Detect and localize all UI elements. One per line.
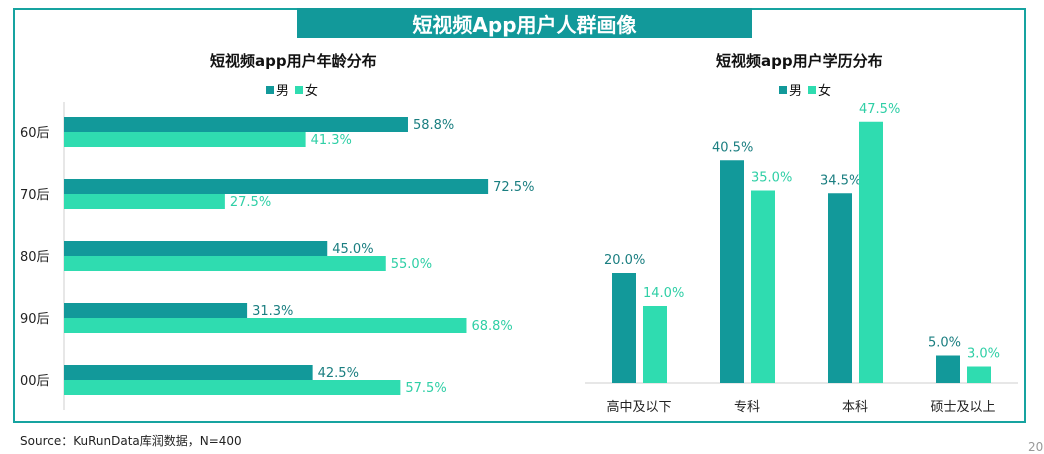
edu-label-male: 5.0% — [928, 336, 961, 351]
edu-chart-title: 短视频app用户学历分布 — [716, 52, 883, 70]
age-bar-male — [64, 117, 408, 132]
age-chart-title: 短视频app用户年龄分布 — [210, 52, 377, 70]
legend-female: 女 — [295, 80, 318, 99]
edu-bar-female — [643, 306, 667, 383]
age-category-label: 90后 — [20, 312, 50, 327]
edu-label-female: 3.0% — [967, 347, 1000, 362]
page-number: 20 — [1028, 440, 1044, 454]
legend-male: 男 — [266, 80, 289, 99]
edu-label-male: 34.5% — [820, 173, 861, 188]
age-bar-male — [64, 179, 489, 194]
edu-category-label: 本科 — [842, 400, 868, 415]
age-label-female: 41.3% — [311, 133, 352, 148]
edu-bar-female — [751, 190, 775, 383]
age-bar-female — [64, 380, 401, 395]
edu-label-female: 47.5% — [859, 102, 900, 117]
age-label-male: 72.5% — [493, 180, 534, 195]
age-label-female: 57.5% — [405, 381, 446, 396]
legend-male: 男 — [779, 80, 802, 99]
age-bar-male — [64, 303, 248, 318]
legend-male-swatch — [266, 85, 274, 94]
legend-female-swatch — [295, 85, 304, 94]
age-bar-male — [64, 365, 313, 380]
banner-title: 短视频App用户人群画像 — [297, 8, 752, 38]
age-label-female: 68.8% — [471, 319, 512, 334]
edu-bar-male — [828, 193, 852, 383]
age-category-label: 80后 — [20, 250, 50, 265]
legend-female-label: 女 — [305, 84, 319, 99]
legend-female-swatch — [808, 85, 817, 94]
age-chart-legend: 男 女 — [266, 80, 318, 99]
age-bar-female — [64, 318, 467, 333]
edu-category-label: 硕士及以上 — [930, 400, 995, 415]
age-category-label: 60后 — [20, 126, 50, 141]
legend-male-swatch — [779, 85, 787, 94]
age-category-label: 70后 — [20, 188, 50, 203]
legend-female-label: 女 — [818, 84, 832, 99]
age-label-male: 31.3% — [252, 304, 293, 319]
age-bar-male — [64, 241, 328, 256]
age-label-female: 27.5% — [230, 195, 271, 210]
edu-label-female: 14.0% — [643, 286, 684, 301]
edu-bar-male — [612, 273, 636, 383]
edu-bar-female — [967, 366, 991, 383]
age-bar-female — [64, 194, 225, 209]
edu-chart-legend: 男 女 — [779, 80, 831, 99]
edu-bar-male — [720, 160, 744, 383]
edu-category-label: 高中及以下 — [606, 399, 671, 415]
legend-male-label: 男 — [276, 84, 290, 99]
legend-male-label: 男 — [789, 84, 803, 99]
age-bar-female — [64, 256, 386, 271]
edu-bar-female — [859, 121, 883, 383]
age-label-female: 55.0% — [391, 257, 432, 272]
edu-bar-male — [936, 355, 960, 383]
age-bar-female — [64, 132, 306, 147]
edu-label-male: 20.0% — [604, 253, 645, 268]
age-category-label: 00后 — [20, 374, 50, 389]
source-note: Source：KuRunData库润数据，N=400 — [20, 434, 242, 448]
edu-label-female: 35.0% — [751, 171, 792, 186]
age-label-male: 45.0% — [332, 242, 373, 257]
edu-label-male: 40.5% — [712, 140, 753, 155]
legend-female: 女 — [808, 80, 831, 99]
edu-category-label: 专科 — [734, 400, 760, 415]
age-label-male: 42.5% — [318, 366, 359, 381]
age-label-male: 58.8% — [413, 118, 454, 133]
